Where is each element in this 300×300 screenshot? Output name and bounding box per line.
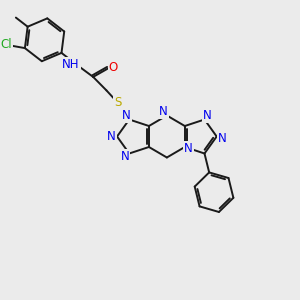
Text: S: S [114, 96, 122, 109]
Text: O: O [109, 61, 118, 74]
Text: N: N [122, 110, 131, 122]
Text: N: N [184, 142, 193, 155]
Text: N: N [203, 110, 212, 122]
Text: N: N [218, 131, 226, 145]
Text: N: N [159, 105, 168, 119]
Text: NH: NH [62, 58, 80, 70]
Text: N: N [107, 130, 116, 143]
Text: Cl: Cl [1, 38, 12, 51]
Text: N: N [120, 150, 129, 163]
